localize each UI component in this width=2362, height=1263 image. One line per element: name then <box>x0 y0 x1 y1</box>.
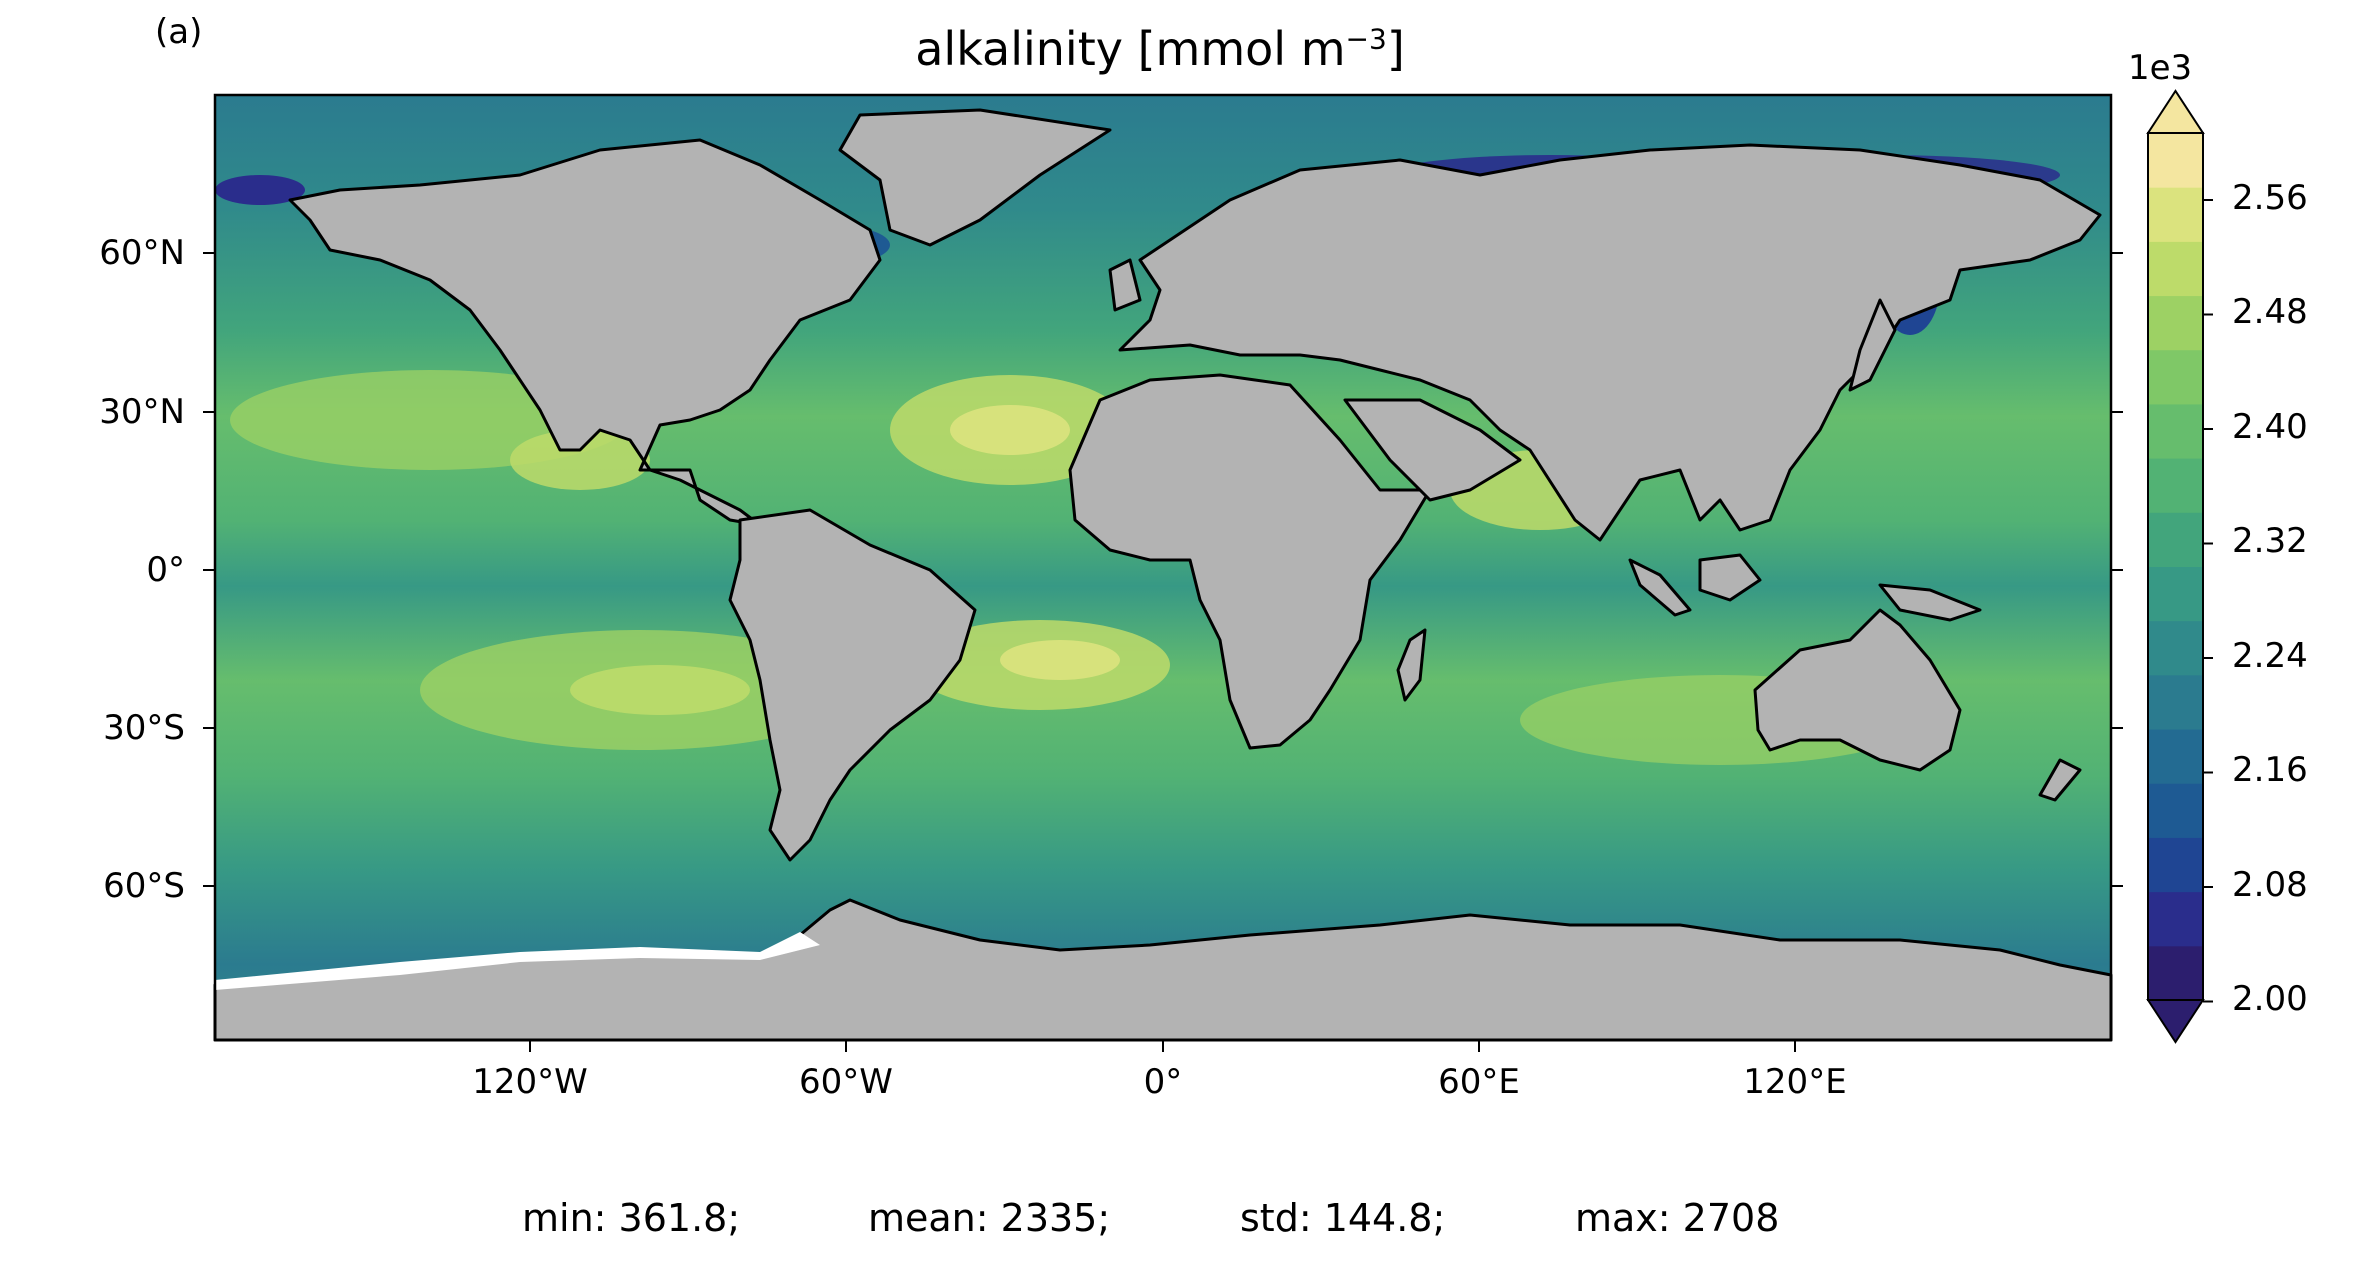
lat-label-30n: 30°N <box>99 392 185 432</box>
land-new-zealand <box>2038 758 2082 802</box>
stat-max: max: 2708 <box>1575 1196 1780 1240</box>
lon-label-60e: 60°E <box>1438 1062 1520 1102</box>
land-greenland <box>838 108 1112 247</box>
land-arabia <box>1343 398 1522 502</box>
lat-label-60s: 60°S <box>103 866 185 906</box>
lat-label-30s: 30°S <box>103 708 185 748</box>
colorbar-tick-2.00: 2.00 <box>2232 979 2308 1019</box>
colorbar-segment <box>2148 891 2203 947</box>
colorbar-tick-2.24: 2.24 <box>2232 636 2308 676</box>
colorbar-segment <box>2148 133 2203 188</box>
colorbar-segment <box>2148 566 2203 622</box>
colorbar-segment <box>2148 945 2203 1001</box>
lon-ticks <box>529 1040 1796 1052</box>
colorbar-segment <box>2148 837 2203 893</box>
stat-min: min: 361.8; <box>522 1196 741 1240</box>
land-south-america <box>728 508 977 862</box>
colorbar-segment <box>2148 729 2203 784</box>
land-sumatra <box>1628 558 1692 617</box>
colorbar-segment <box>2148 674 2203 730</box>
lon-label-120e: 120°E <box>1743 1062 1847 1102</box>
colorbar-extend-max <box>2146 89 2205 134</box>
colorbar-exponent: 1e3 <box>2128 48 2193 88</box>
land-north-america <box>288 138 882 527</box>
title-superscript: −3 <box>1345 22 1387 56</box>
stat-mean: mean: 2335; <box>868 1196 1111 1240</box>
lon-label-120w: 120°W <box>472 1062 588 1102</box>
colorbar-tick-2.16: 2.16 <box>2232 750 2308 790</box>
title-close: ] <box>1386 22 1405 76</box>
colorbar-segment <box>2148 403 2203 459</box>
colorbar-segment <box>2148 241 2203 297</box>
lon-label-0: 0° <box>1143 1062 1183 1102</box>
colorbar-segment <box>2148 295 2203 351</box>
colorbar-segment <box>2148 512 2203 567</box>
colorbar-tick-2.56: 2.56 <box>2232 178 2308 218</box>
colorbar-tick-2.48: 2.48 <box>2232 292 2308 332</box>
land-uk <box>1108 258 1142 312</box>
lat-ticks <box>203 252 2123 887</box>
colorbar-tick-2.08: 2.08 <box>2232 865 2308 905</box>
stat-std: std: 144.8; <box>1240 1196 1446 1240</box>
colorbar-extend-min <box>2146 999 2205 1044</box>
colorbar-tick-2.40: 2.40 <box>2232 407 2308 447</box>
land-madagascar <box>1396 628 1427 702</box>
land-australia <box>1753 608 1962 772</box>
colorbar-segment <box>2148 783 2203 838</box>
colorbar <box>2146 89 2213 1044</box>
colorbar-segment <box>2148 458 2203 513</box>
lon-label-60w: 60°W <box>799 1062 893 1102</box>
panel-label: (a) <box>155 12 203 52</box>
low-arctic-west <box>215 175 305 205</box>
sea-ice-antarctic <box>215 932 820 990</box>
title-text: alkalinity [mmol m <box>915 22 1346 76</box>
colorbar-segment <box>2148 349 2203 405</box>
land-japan <box>1848 298 1897 392</box>
lat-label-60n: 60°N <box>99 233 185 273</box>
colorbar-frame <box>2147 132 2204 1001</box>
land-borneo <box>1698 553 1762 602</box>
land-new-guinea <box>1878 583 1982 622</box>
colorbar-segment <box>2148 620 2203 676</box>
land <box>213 108 2113 1042</box>
colorbar-tick-2.32: 2.32 <box>2232 521 2308 561</box>
lat-label-0: 0° <box>146 550 185 590</box>
land-africa <box>1068 373 1432 750</box>
colorbar-segment <box>2148 187 2203 242</box>
